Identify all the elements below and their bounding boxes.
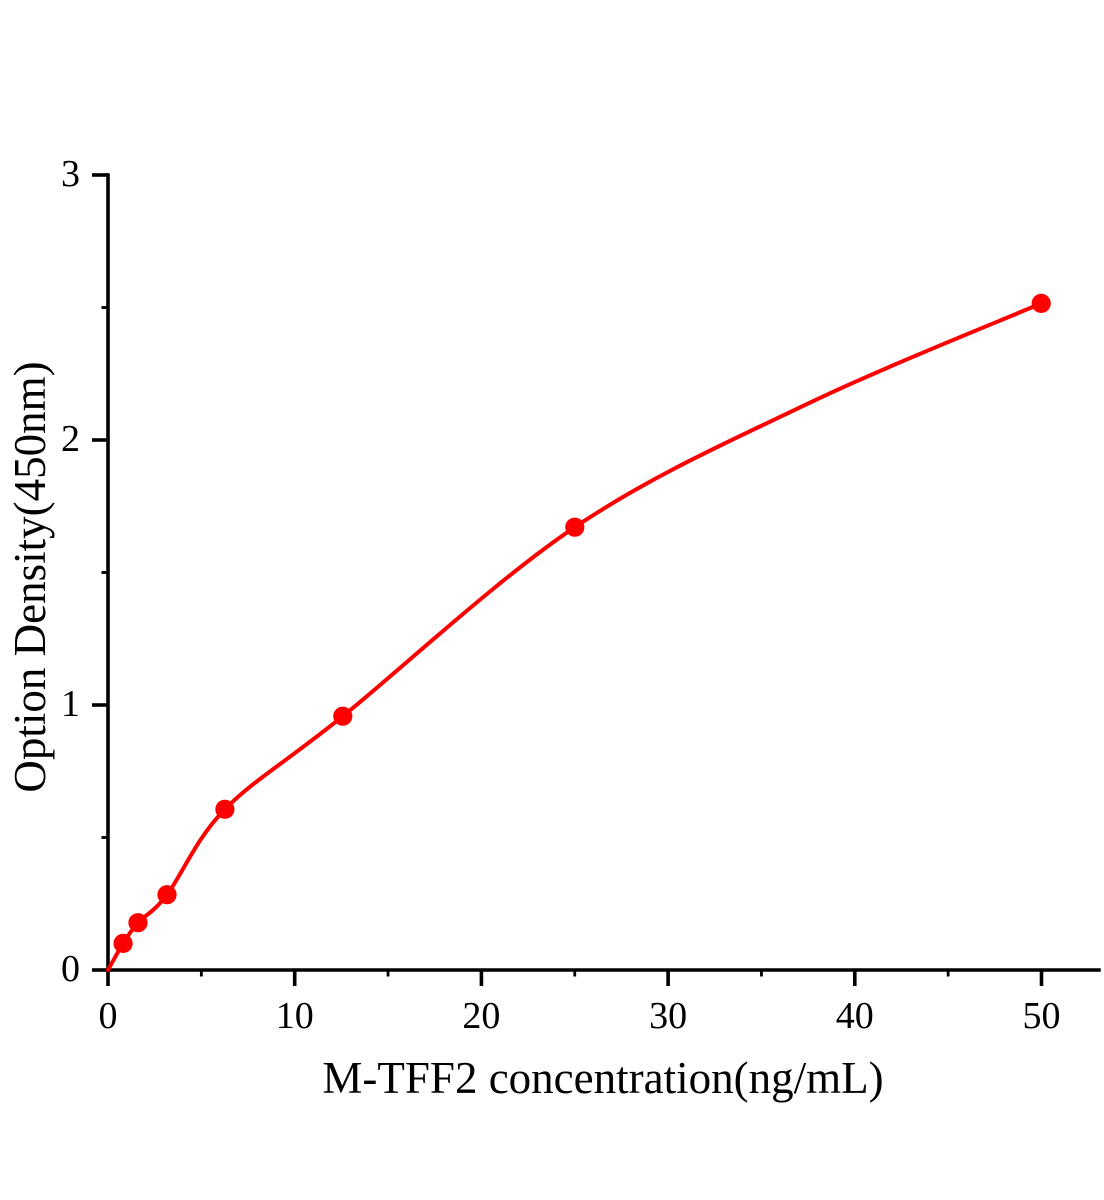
svg-text:30: 30	[649, 995, 687, 1037]
svg-text:0: 0	[61, 948, 80, 990]
svg-text:2: 2	[61, 418, 80, 460]
svg-text:3: 3	[61, 153, 80, 195]
svg-text:50: 50	[1023, 995, 1061, 1037]
svg-text:10: 10	[276, 995, 314, 1037]
svg-text:M-TFF2 concentration(ng/mL): M-TFF2 concentration(ng/mL)	[322, 1053, 883, 1103]
svg-text:Option Density(450nm): Option Density(450nm)	[5, 361, 55, 792]
svg-text:1: 1	[61, 683, 80, 725]
svg-text:40: 40	[836, 995, 874, 1037]
svg-text:0: 0	[99, 995, 118, 1037]
svg-text:20: 20	[462, 995, 500, 1037]
